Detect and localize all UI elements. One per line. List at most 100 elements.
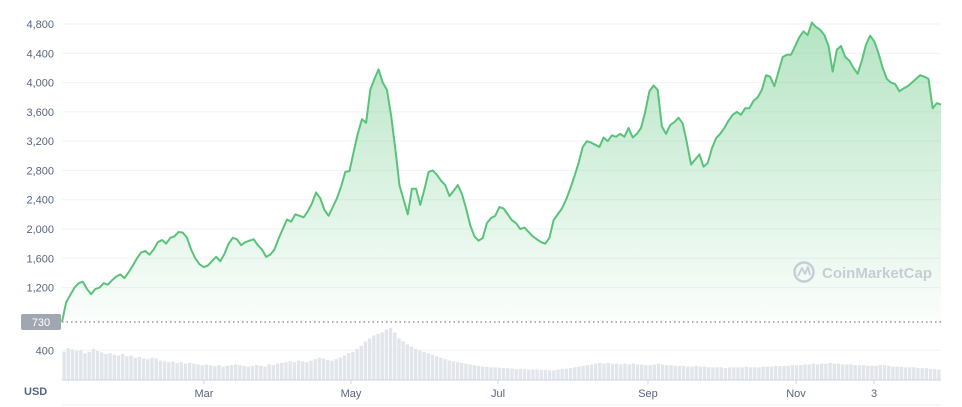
- volume-bar: [577, 366, 581, 380]
- volume-bar: [707, 367, 711, 380]
- volume-bar: [468, 364, 472, 380]
- volume-bar: [426, 353, 430, 380]
- volume-bar: [254, 365, 259, 380]
- volume-bar: [313, 359, 317, 380]
- volume-bar: [476, 365, 481, 380]
- volume-bar: [351, 351, 355, 380]
- volume-bar: [736, 367, 740, 380]
- volume-bar: [100, 352, 104, 380]
- volume-bar: [112, 354, 117, 380]
- volume-bar: [162, 361, 167, 380]
- volume-bar: [489, 367, 493, 380]
- volume-bar: [108, 353, 112, 380]
- volume-bar: [430, 354, 435, 380]
- volume-bar: [669, 365, 673, 380]
- volume-bar: [137, 356, 142, 380]
- volume-bar: [485, 367, 489, 380]
- volume-bar: [824, 363, 828, 380]
- volume-bar: [790, 365, 795, 380]
- volume-bar: [702, 366, 707, 380]
- volume-bar: [267, 364, 271, 380]
- volume-bar: [535, 369, 539, 380]
- volume-bar: [937, 369, 941, 380]
- volume-bar: [761, 366, 765, 380]
- volume-bar: [907, 367, 912, 380]
- volume-bar: [154, 358, 158, 380]
- volume-bar: [556, 369, 560, 380]
- volume-bar: [514, 368, 518, 380]
- volume-bar: [472, 365, 476, 380]
- volume-bar: [79, 350, 83, 380]
- volume-bar: [836, 363, 841, 380]
- volume-bar: [83, 353, 87, 380]
- volume-bar: [882, 365, 887, 380]
- volume-bar: [330, 360, 334, 380]
- volume-bar: [820, 363, 824, 380]
- volume-bar: [355, 348, 359, 380]
- volume-bar: [187, 362, 192, 380]
- volume-bar: [744, 366, 749, 380]
- volume-bar: [598, 362, 602, 380]
- coinmarketcap-logo-icon: [793, 261, 815, 283]
- volume-bar: [284, 362, 288, 380]
- volume-bar: [769, 366, 774, 380]
- volume-bar: [698, 366, 703, 380]
- volume-bar: [640, 364, 644, 380]
- volume-bar: [782, 365, 786, 380]
- volume-bar: [401, 341, 405, 380]
- volume-bar: [564, 368, 569, 380]
- volume-bar: [815, 364, 820, 380]
- volume-bar: [367, 338, 372, 380]
- volume-bar: [899, 366, 903, 380]
- volume-bar: [393, 332, 397, 380]
- volume-bar: [673, 365, 677, 380]
- x-tick-label: May: [341, 388, 362, 400]
- volume-bar: [832, 363, 836, 380]
- watermark-text: CoinMarketCap: [822, 265, 932, 282]
- volume-bar: [363, 341, 368, 380]
- volume-bar: [171, 361, 175, 380]
- volume-bar: [740, 367, 744, 380]
- volume-bar: [74, 351, 79, 380]
- volume-bar: [723, 368, 728, 380]
- volume-bar: [886, 365, 891, 380]
- volume-bar: [602, 363, 606, 380]
- volume-bar: [581, 365, 585, 380]
- volume-bar: [648, 365, 652, 380]
- price-tick-label: 1,600: [26, 253, 54, 265]
- volume-bar: [384, 329, 389, 380]
- x-tick-label: Sep: [638, 388, 658, 400]
- volume-bar: [213, 365, 217, 380]
- x-tick-label: Jul: [491, 388, 505, 400]
- volume-bar: [614, 363, 619, 380]
- volume-bar: [104, 354, 108, 380]
- volume-bar: [677, 365, 682, 380]
- price-tick-label: 1,200: [26, 283, 54, 295]
- low-price-label: 730: [32, 317, 50, 329]
- volume-bar: [388, 328, 393, 380]
- volume-bar: [263, 366, 267, 380]
- volume-bar: [62, 351, 66, 380]
- volume-bar: [719, 367, 723, 380]
- volume-bar: [727, 367, 732, 380]
- volume-bar: [321, 358, 326, 380]
- volume-bar: [765, 366, 769, 380]
- volume-bar: [631, 363, 636, 380]
- x-tick-label: Mar: [195, 388, 214, 400]
- price-tick-label: 2,400: [26, 195, 54, 207]
- volume-bar: [200, 365, 204, 380]
- watermark: CoinMarketCap: [793, 261, 932, 283]
- volume-bar: [585, 365, 589, 380]
- volume-bar: [460, 362, 464, 380]
- volume-bar: [610, 363, 615, 380]
- volume-bar: [681, 365, 686, 380]
- coinmarketcap-logo-wave: [797, 266, 811, 277]
- volume-bar: [660, 364, 665, 380]
- volume-bar: [204, 364, 209, 380]
- volume-bar: [95, 351, 100, 380]
- volume-bar: [920, 368, 924, 380]
- volume-bar: [300, 361, 305, 380]
- volume-bar: [422, 351, 426, 380]
- price-area: [61, 21, 942, 323]
